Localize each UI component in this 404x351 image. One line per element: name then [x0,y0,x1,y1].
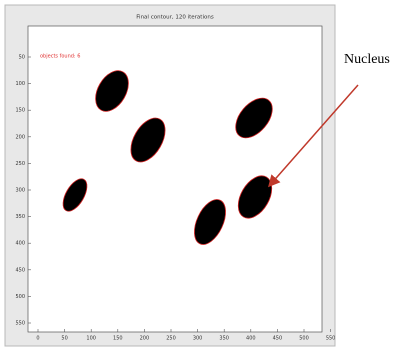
x-tick-label: 550 [326,336,336,342]
annotation: objects found: 6 [40,54,80,60]
x-tick-label: 100 [86,336,96,342]
x-tick-label: 50 [61,336,67,342]
screenshot: Final contour, 120 iterations objects fo… [0,0,404,351]
y-tick-label: 500 [15,294,25,300]
x-tick-label: 300 [193,336,203,342]
y-tick-label: 200 [15,134,25,140]
axes [28,26,322,332]
x-tick-label: 400 [246,336,256,342]
y-tick-label: 50 [19,55,25,61]
x-tick-label: 200 [140,336,150,342]
y-tick-label: 300 [15,188,25,194]
x-tick-label: 450 [273,336,283,342]
x-tick-label: 350 [219,336,229,342]
y-tick-label: 100 [15,81,25,87]
callout-label: Nucleus [344,52,390,67]
y-tick-label: 550 [15,321,25,327]
x-tick-label: 250 [166,336,176,342]
x-tick-label: 500 [299,336,309,342]
x-tick-label: 150 [113,336,123,342]
y-tick-label: 400 [15,241,25,247]
y-tick-label: 350 [15,214,25,220]
x-tick-label: 0 [36,336,39,342]
y-tick-label: 150 [15,108,25,114]
y-tick-label: 450 [15,267,25,273]
figure-title: Final contour, 120 iterations [136,15,214,21]
y-tick-label: 250 [15,161,25,167]
